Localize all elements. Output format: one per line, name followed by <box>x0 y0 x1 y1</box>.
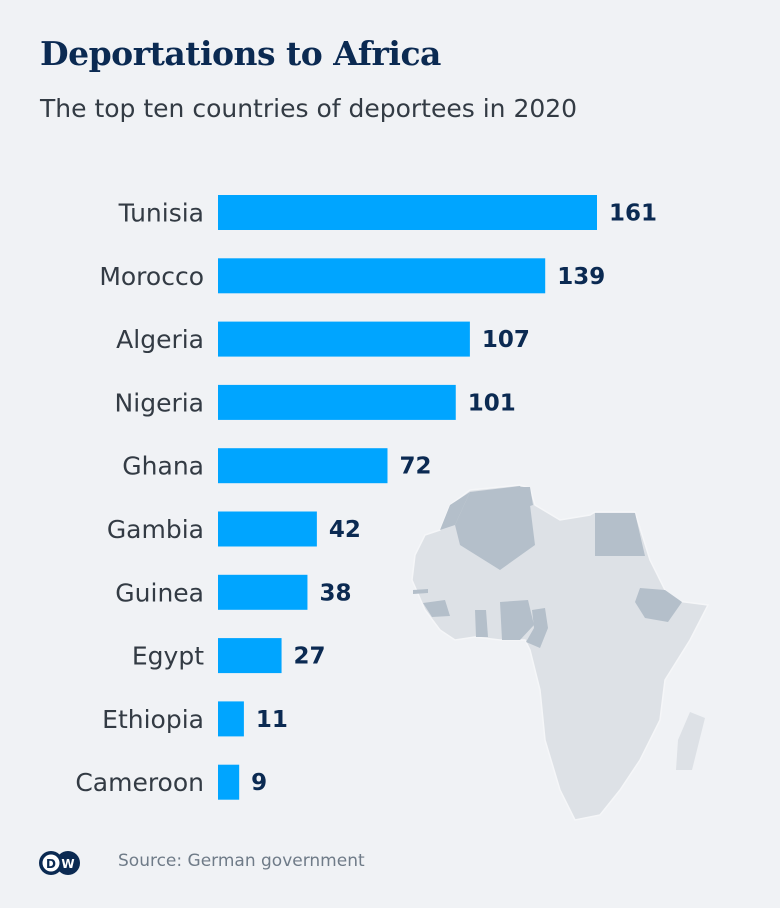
category-label: Cameroon <box>75 768 204 797</box>
bar-gambia <box>218 511 317 547</box>
value-label: 9 <box>251 770 267 796</box>
africa-map <box>411 484 710 821</box>
bar-egypt <box>218 638 282 674</box>
value-label: 27 <box>294 644 326 670</box>
map-algeria <box>455 486 535 570</box>
map-africa-outline <box>411 484 710 821</box>
value-label: 101 <box>468 390 516 416</box>
category-label: Nigeria <box>115 388 204 417</box>
svg-text:D: D <box>46 857 56 871</box>
category-label: Tunisia <box>118 199 204 228</box>
bar-algeria <box>218 321 470 357</box>
category-label: Gambia <box>107 515 204 544</box>
bar-guinea <box>218 574 308 610</box>
map-guinea <box>423 600 450 617</box>
dw-logo: D W <box>39 851 80 875</box>
map-madagascar <box>676 712 705 770</box>
bar-cameroon <box>218 764 240 800</box>
category-label: Ethiopia <box>102 705 204 734</box>
bar-ghana <box>218 448 388 484</box>
value-label: 11 <box>256 707 288 733</box>
category-label: Ghana <box>122 452 204 481</box>
map-egypt <box>595 513 645 556</box>
map-morocco <box>440 492 470 530</box>
map-gambia <box>413 589 428 594</box>
category-label: Egypt <box>132 642 204 671</box>
map-ghana <box>475 610 488 637</box>
category-label: Algeria <box>116 325 204 354</box>
value-label: 38 <box>319 580 351 606</box>
bar-nigeria <box>218 384 456 420</box>
map-tunisia <box>520 487 533 508</box>
chart-subtitle: The top ten countries of deportees in 20… <box>40 94 578 123</box>
value-label: 42 <box>329 517 361 543</box>
value-label: 107 <box>482 327 530 353</box>
chart-title: Deportations to Africa <box>40 34 441 73</box>
bar-tunisia <box>218 195 597 230</box>
value-label: 161 <box>609 201 657 227</box>
bar-morocco <box>218 258 546 294</box>
value-label: 72 <box>399 454 431 480</box>
map-nigeria <box>500 600 534 640</box>
category-label: Guinea <box>115 578 204 607</box>
svg-text:W: W <box>61 857 74 871</box>
category-label: Morocco <box>99 262 204 291</box>
bar-ethiopia <box>218 701 244 737</box>
map-cameroon <box>526 608 548 648</box>
value-label: 139 <box>557 264 605 290</box>
source-note: Source: German government <box>118 851 365 871</box>
map-ethiopia <box>635 588 682 622</box>
